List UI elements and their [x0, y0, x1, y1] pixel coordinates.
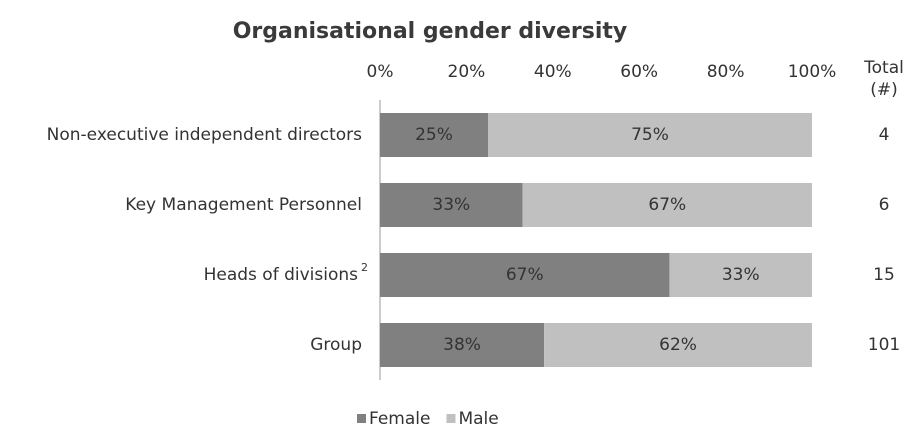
total-value: 15	[873, 265, 895, 285]
totals-title: Total	[863, 58, 904, 78]
value-label: 67%	[506, 265, 544, 285]
value-label: 75%	[631, 125, 669, 145]
legend-swatch	[357, 414, 366, 423]
legend-swatch	[446, 414, 456, 423]
value-label: 38%	[443, 335, 481, 355]
bar-segment	[488, 113, 812, 157]
bar-segment	[380, 323, 545, 367]
x-tick-label: 0%	[367, 62, 394, 82]
totals-title: (#)	[870, 80, 898, 100]
bar-segment	[380, 183, 523, 227]
value-label: 33%	[722, 265, 760, 285]
x-tick-label: 60%	[620, 62, 658, 82]
value-label: 25%	[415, 125, 453, 145]
x-tick-label: 80%	[707, 62, 745, 82]
x-tick-label: 40%	[534, 62, 572, 82]
chart-title: Organisational gender diversity	[233, 19, 628, 44]
total-value: 6	[879, 195, 890, 215]
legend-label: Male	[458, 409, 498, 428]
footnote-marker: 2	[361, 261, 368, 274]
category-label: Key Management Personnel	[125, 195, 362, 215]
value-label: 33%	[432, 195, 470, 215]
x-tick-label: 100%	[788, 62, 837, 82]
category-label: Group	[310, 335, 362, 355]
category-label: Non-executive independent directors	[47, 125, 362, 145]
bar-segment	[522, 183, 812, 227]
total-value: 101	[868, 335, 900, 355]
x-tick-label: 20%	[448, 62, 486, 82]
value-label: 62%	[659, 335, 697, 355]
value-label: 67%	[648, 195, 686, 215]
total-value: 4	[879, 125, 890, 145]
bar-segment	[380, 113, 488, 157]
bar-segment	[380, 253, 670, 297]
category-label: Heads of divisions	[204, 265, 359, 285]
bar-segment	[669, 253, 812, 297]
bar-segment	[544, 323, 812, 367]
legend-label: Female	[369, 409, 430, 428]
